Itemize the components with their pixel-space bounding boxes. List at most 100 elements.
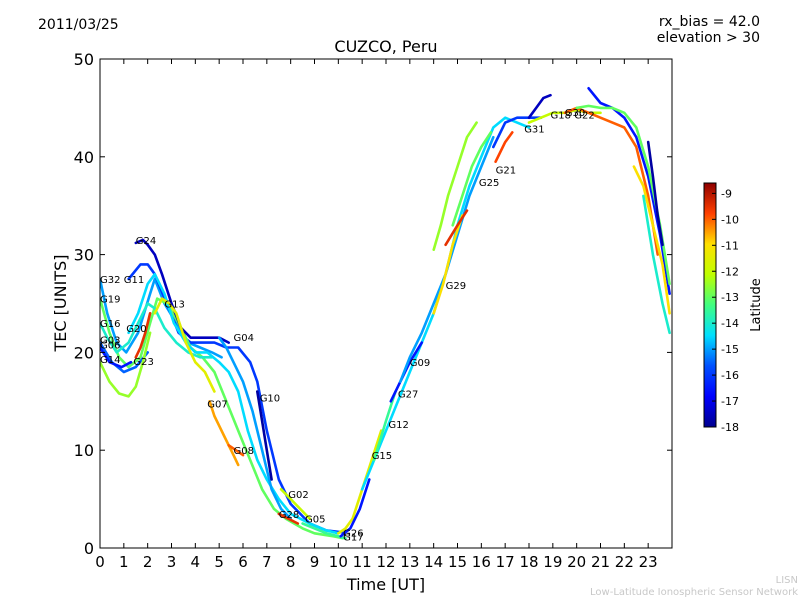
colorbar-label: Latitude (749, 278, 764, 332)
label-g18: G18 (551, 111, 571, 122)
label-g32: G32 (100, 275, 120, 286)
y-tick-label: 0 (84, 539, 94, 558)
x-tick-label: 1 (119, 553, 129, 571)
label-g29: G29 (446, 281, 466, 292)
x-tick-label: 22 (615, 553, 634, 571)
label-g17: G17 (343, 532, 363, 543)
x-tick-label: 6 (238, 553, 248, 571)
x-tick-label: 23 (639, 553, 658, 571)
x-tick-label: 21 (591, 553, 610, 571)
label-g28: G28 (279, 510, 299, 521)
trace-g32 (100, 277, 223, 359)
label-g21: G21 (496, 166, 516, 177)
x-tick-label: 11 (353, 553, 372, 571)
trace-g09 (398, 135, 495, 384)
trace-g22 (432, 121, 478, 251)
colorbar-ticks: -9 -10 -11 -12 -13 -14 -15 -16 -17 -18 (712, 187, 739, 434)
colorbar-gradient (703, 182, 717, 428)
colorbar-tick-label: -17 (721, 395, 739, 408)
label-g06: G06 (100, 341, 120, 352)
trace-g19 (100, 297, 345, 540)
footer-credit: LISN Low-Latitude Ionospheric Sensor Net… (590, 575, 798, 599)
label-g19: G19 (100, 295, 120, 306)
rx-bias-label: rx_bias = 42.0 (658, 14, 760, 30)
x-tick-label: 13 (400, 553, 419, 571)
x-tick-label: 3 (167, 553, 177, 571)
label-g02: G02 (288, 490, 308, 501)
trace-g02b (563, 106, 660, 256)
x-tick-label: 4 (191, 553, 201, 571)
colorbar-tick-label: -15 (721, 343, 739, 356)
trace-g02 (279, 487, 312, 521)
label-g22: G22 (574, 111, 594, 122)
y-axis-label: TEC [UNITS] (51, 255, 70, 353)
x-axis-label: Time [UT] (346, 575, 425, 594)
x-tick-label: 9 (310, 553, 320, 571)
label-g24: G24 (136, 236, 156, 247)
trace-g10 (255, 390, 273, 481)
label-g23: G23 (133, 357, 153, 368)
y-axis: 0 10 20 30 40 50 (74, 50, 672, 558)
footer-lisn: LISN (775, 575, 798, 586)
label-g16: G16 (100, 319, 120, 330)
y-tick-label: 50 (74, 50, 94, 69)
label-g14: G14 (100, 355, 120, 366)
trace-g28 (277, 512, 300, 525)
colorbar-tick-label: -13 (721, 291, 739, 304)
label-g04: G04 (234, 333, 254, 344)
label-g13: G13 (164, 300, 184, 311)
x-tick-label: 7 (262, 553, 272, 571)
x-tick-label: 18 (519, 553, 538, 571)
x-tick-label: 10 (329, 553, 348, 571)
footer-network: Low-Latitude Ionospheric Sensor Network (590, 587, 798, 598)
trace-g23 (134, 311, 152, 359)
trace-g26 (336, 429, 383, 535)
x-tick-label: 20 (567, 553, 586, 571)
x-tick-label: 16 (472, 553, 491, 571)
x-tick-label: 17 (496, 553, 515, 571)
trace-g13 (153, 297, 216, 393)
trace-g07 (208, 399, 240, 467)
x-tick-label: 8 (286, 553, 296, 571)
colorbar-tick-label: -18 (721, 421, 739, 434)
y-tick-label: 20 (74, 343, 94, 362)
trace-g06 (100, 346, 133, 369)
label-g20: G20 (126, 324, 146, 335)
x-tick-label: 12 (376, 553, 395, 571)
parameters-info: rx_bias = 42.0 elevation > 30 (657, 14, 760, 46)
trace-g08 (227, 443, 245, 457)
label-g03: G03 (100, 336, 120, 347)
y-tick-label: 10 (74, 441, 94, 460)
x-axis: 0 1 2 3 4 5 6 7 8 9 10 11 12 13 14 15 16 17 18 19 20 21 22 23 (95, 59, 658, 571)
chart-title: CUZCO, Peru (334, 37, 438, 56)
x-tick-label: 19 (543, 553, 562, 571)
colorbar-tick-label: -11 (721, 239, 739, 252)
trace-g29b (632, 165, 671, 315)
trace-g24b (646, 140, 664, 247)
label-g30: G30 (565, 108, 585, 119)
label-g05: G05 (305, 515, 325, 526)
colorbar-tick-label: -16 (721, 369, 739, 382)
plot-frame (99, 58, 673, 549)
y-tick-label: 30 (74, 246, 94, 265)
trace-g25 (451, 131, 493, 227)
trace-g14 (100, 331, 152, 398)
trace-g01 (527, 93, 552, 119)
colorbar-tick-label: -14 (721, 317, 739, 330)
trace-g03 (100, 341, 149, 374)
label-g10: G10 (260, 393, 280, 404)
label-g09: G09 (410, 358, 430, 369)
label-g26: G26 (343, 528, 363, 539)
label-g31: G31 (524, 124, 544, 135)
x-tick-label: 2 (143, 553, 153, 571)
colorbar-tick-label: -12 (721, 265, 739, 278)
trace-g18 (494, 131, 514, 163)
elevation-label: elevation > 30 (656, 30, 760, 46)
label-g12: G12 (388, 420, 408, 431)
label-g27: G27 (398, 390, 418, 401)
trace-g28b (642, 194, 671, 335)
trace-g04 (217, 336, 293, 521)
x-tick-label: 14 (424, 553, 443, 571)
